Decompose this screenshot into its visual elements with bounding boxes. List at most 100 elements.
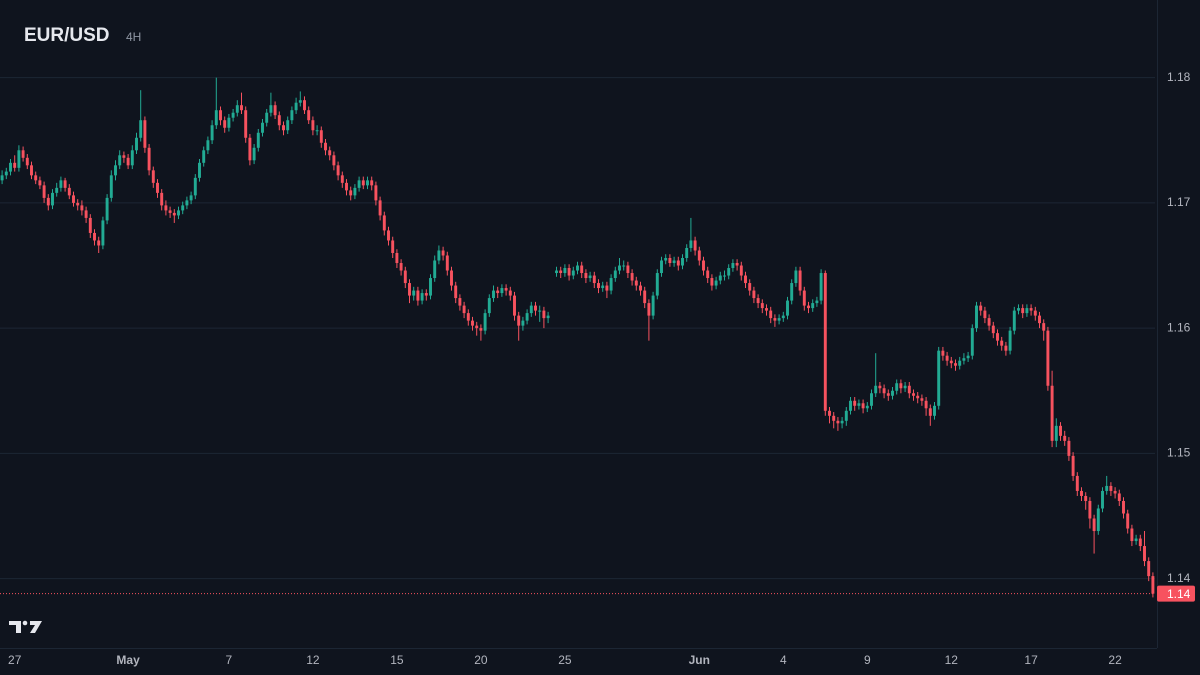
logo-part: [9, 621, 21, 633]
candle-body: [676, 260, 680, 266]
candle-body: [244, 110, 248, 138]
candle-body: [109, 175, 113, 198]
candle-body: [1071, 455, 1075, 476]
candle-body: [576, 265, 579, 271]
x-tick-label: 9: [864, 653, 871, 667]
candle-body: [303, 100, 306, 111]
candle-body: [88, 217, 92, 233]
candle-body: [1105, 485, 1109, 491]
candle-body: [840, 420, 844, 424]
candle-body: [718, 275, 722, 281]
candle-body: [945, 355, 949, 361]
candle-body: [786, 300, 789, 316]
candle-body: [51, 192, 54, 206]
candle-body: [861, 403, 865, 409]
y-tick-label: 1.15: [1167, 446, 1191, 460]
candle-body: [735, 263, 739, 266]
candle-body: [504, 288, 508, 291]
candle-body: [525, 313, 529, 321]
candle-body: [618, 265, 621, 271]
candle-body: [769, 310, 773, 319]
candle-body: [1000, 340, 1004, 346]
candle-body: [156, 182, 159, 193]
candle-body: [508, 290, 512, 296]
candle-body: [282, 125, 285, 131]
candle-body: [853, 400, 857, 406]
candle-body: [916, 395, 920, 399]
candle-body: [634, 280, 638, 286]
candle-body: [353, 187, 357, 196]
candle-body: [76, 202, 80, 206]
candle-body: [500, 288, 504, 294]
candle-body: [471, 320, 474, 326]
candle-body: [160, 192, 164, 206]
candle-body: [93, 232, 96, 241]
candle-body: [903, 385, 907, 389]
candle-body: [765, 308, 768, 311]
candle-body: [1113, 490, 1117, 494]
candle-body: [954, 363, 957, 366]
candle-body: [357, 180, 361, 188]
candle-body: [597, 283, 600, 289]
candle-body: [21, 150, 25, 158]
x-tick-label: 12: [945, 653, 959, 667]
candle-body: [172, 212, 176, 216]
candle-body: [559, 270, 563, 274]
candle-body: [521, 320, 525, 326]
candle-body: [492, 290, 495, 299]
candle-body: [933, 405, 936, 416]
candle-body: [269, 105, 273, 113]
candle-body: [513, 295, 516, 316]
candle-body: [702, 260, 705, 271]
candle-body: [1021, 308, 1025, 314]
candle-body: [710, 278, 714, 286]
candle-body: [1004, 345, 1008, 351]
candle-body: [479, 328, 483, 331]
candle-body: [294, 102, 298, 111]
candle-body: [370, 180, 374, 186]
candle-body: [802, 290, 806, 306]
candle-body: [1151, 576, 1155, 594]
candle-body: [970, 328, 974, 356]
candle-body: [433, 260, 437, 279]
candle-body: [828, 410, 831, 416]
candle-body: [958, 360, 962, 366]
candle-body: [151, 170, 155, 183]
candle-body: [878, 385, 882, 389]
candle-body: [534, 305, 537, 311]
x-tick-label: 4: [780, 653, 787, 667]
candle-body: [1101, 490, 1104, 509]
candle-body: [555, 270, 558, 274]
candle-body: [563, 268, 567, 274]
x-tick-label: 22: [1108, 653, 1122, 667]
candle-body: [340, 175, 344, 183]
candle-body: [374, 185, 378, 201]
candle-body: [487, 298, 491, 314]
candle-body: [114, 165, 117, 176]
candle-body: [59, 180, 63, 188]
candle-body: [823, 273, 827, 411]
x-tick-label: 7: [226, 653, 233, 667]
candle-body: [122, 155, 126, 158]
candle-body: [235, 105, 239, 113]
x-tick-label: 17: [1024, 653, 1038, 667]
candle-body: [1025, 308, 1029, 314]
candle-body: [168, 210, 172, 213]
candle-body: [382, 215, 386, 231]
candle-body: [1080, 490, 1083, 496]
candle-body: [895, 383, 899, 391]
candle-body: [580, 265, 584, 274]
candle-body: [202, 150, 206, 163]
candle-body: [1063, 435, 1067, 441]
x-tick-label: 25: [558, 653, 572, 667]
candle-body: [424, 293, 428, 296]
candle-body: [1122, 500, 1125, 514]
candle-body: [744, 275, 747, 284]
candle-body: [399, 263, 403, 271]
candle-body: [298, 100, 302, 103]
candle-body: [836, 420, 840, 424]
candle-body: [4, 171, 8, 176]
candle-body: [336, 165, 340, 176]
candle-body: [105, 197, 109, 221]
